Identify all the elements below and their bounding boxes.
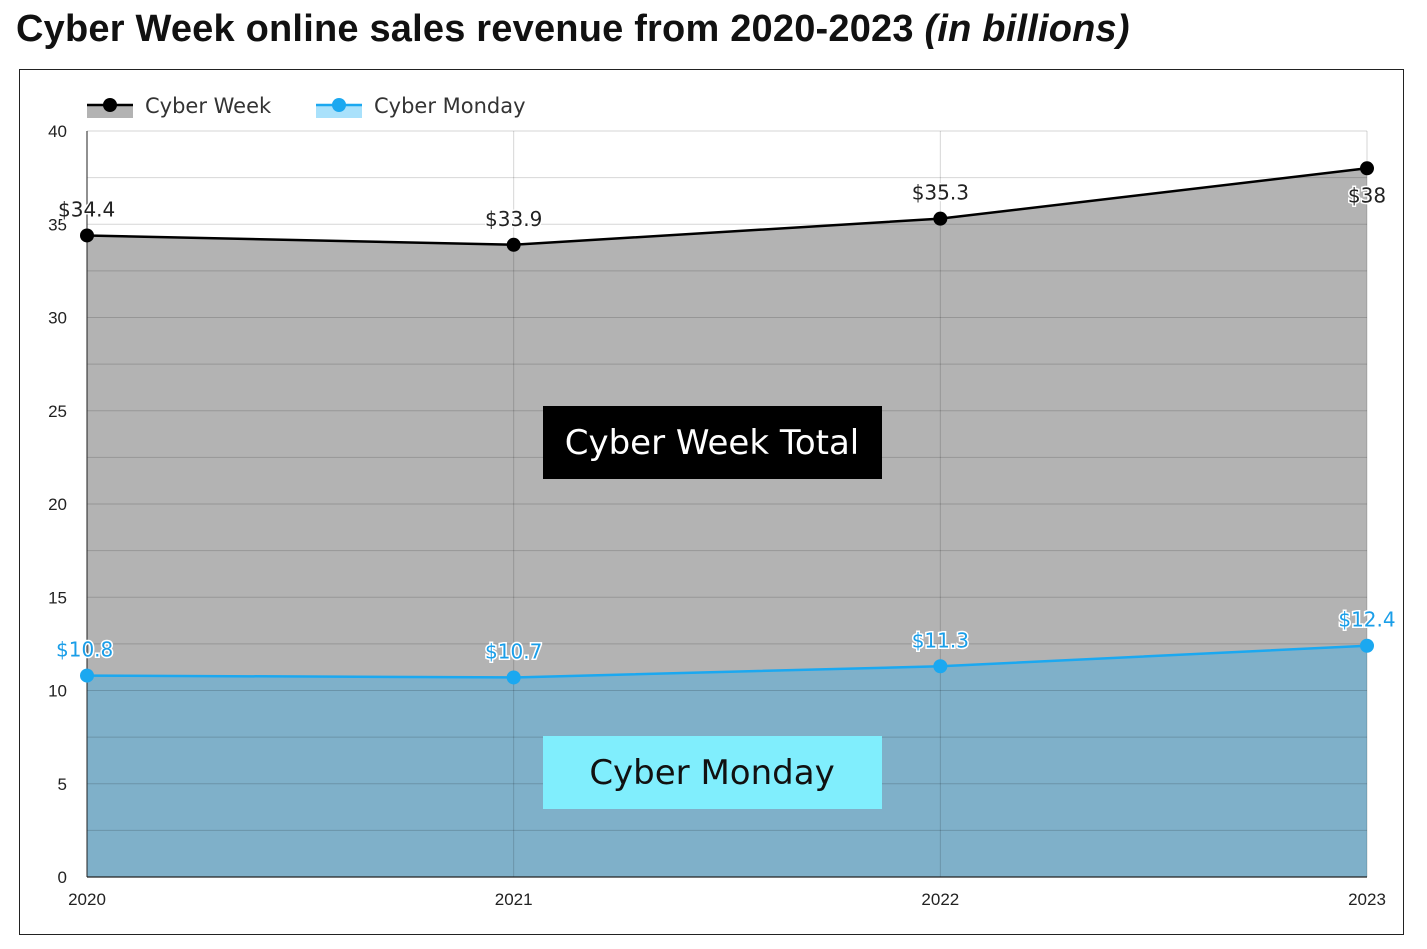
y-tick-label: 0	[58, 868, 67, 887]
cyber-monday-line	[86, 644, 1368, 679]
legend-cyber-monday-marker	[332, 98, 346, 112]
legend-cyber-week-label: Cyber Week	[145, 94, 272, 118]
cyber-week-total-annotation-box	[543, 406, 882, 479]
cyber-week-data-label: $35.3	[912, 181, 969, 205]
cyber-week-point	[1360, 161, 1374, 176]
cyber-monday-data-label: $11.3	[912, 628, 969, 652]
y-tick-label: 40	[48, 122, 67, 141]
legend-cyber-week-marker	[103, 98, 117, 112]
cyber-monday-data-label: $10.7	[485, 639, 542, 663]
cyber-monday-point	[506, 670, 521, 685]
cyber-monday-data-label: $12.4	[1338, 608, 1395, 632]
chart-title: Cyber Week online sales revenue from 202…	[16, 8, 1130, 51]
cyber-monday-annotation-box	[543, 736, 882, 809]
x-tick-label: 2023	[1348, 890, 1386, 909]
cyber-week-line	[86, 167, 1368, 247]
legend-cyber-monday-label: Cyber Monday	[374, 94, 526, 118]
y-tick-label: 10	[48, 682, 67, 701]
cyber-week-point	[933, 211, 948, 226]
cyber-monday-data-label: $10.8	[56, 638, 113, 662]
cyber-monday-point	[80, 668, 94, 683]
y-tick-label: 30	[48, 309, 67, 328]
cyber-week-total-annotation: Cyber Week Total	[565, 423, 860, 463]
x-tick-label: 2022	[921, 890, 959, 909]
cyber-week-point	[506, 237, 521, 252]
chart-title-unit: (in billions)	[924, 8, 1130, 50]
chart-title-main: Cyber Week online sales revenue from 202…	[16, 8, 914, 50]
cyber-monday-annotation: Cyber Monday	[589, 753, 834, 793]
cyber-monday-point	[933, 659, 948, 674]
x-tick-label: 2020	[68, 890, 106, 909]
y-tick-label: 15	[48, 588, 67, 607]
y-tick-label: 35	[48, 215, 67, 234]
x-tick-label: 2021	[495, 890, 533, 909]
cyber-week-point	[80, 228, 94, 243]
cyber-monday-point	[1360, 638, 1374, 653]
cyber-week-data-label: $34.4	[58, 197, 115, 221]
chart-frame	[19, 69, 1404, 935]
y-tick-label: 5	[58, 775, 67, 794]
y-tick-label: 25	[48, 402, 67, 421]
cyber-week-data-label: $33.9	[485, 207, 542, 231]
y-tick-label: 20	[48, 495, 67, 514]
cyber-week-data-label: $38	[1348, 183, 1386, 207]
